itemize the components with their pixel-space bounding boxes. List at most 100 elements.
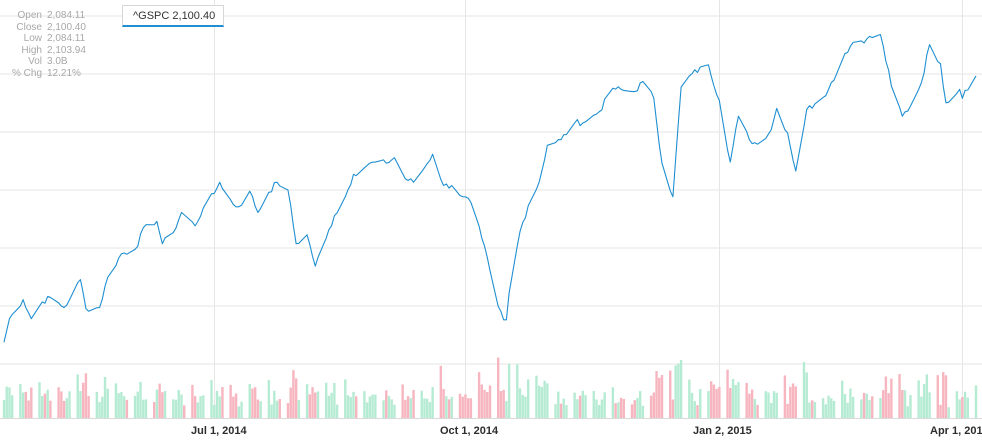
volume-bar [333,382,336,418]
volume-bar [275,400,279,418]
volume-bar [8,387,11,418]
volume-bar [431,387,434,418]
volume-bar [136,391,139,418]
volume-bar [382,400,385,418]
volume-bar [641,405,645,418]
info-value: 2,084.11 [47,33,86,44]
volume-bar [578,395,582,418]
volume-bar [19,384,22,418]
volume-bar [718,387,721,418]
volume-bar [688,379,691,418]
volume-bar [770,402,773,418]
volume-bar [10,395,14,418]
volume-bar [939,404,942,418]
info-value: 2,103.94 [47,44,86,56]
info-row-open: Open 2,084.11 [0,10,86,22]
info-value: 2,084.11 [47,10,86,21]
volume-bar [57,387,60,418]
volume-bar [920,396,923,418]
volume-bar [464,394,467,418]
volume-bar [832,400,836,418]
volume-bar [802,362,806,418]
volume-bar [278,399,281,418]
volume-bar [649,395,653,418]
volume-bar [505,401,508,418]
volume-bar [352,391,355,418]
info-label: Open [17,10,42,21]
info-label: Vol [28,56,42,67]
info-value: 3.0B [47,56,68,67]
price-line [3,33,977,343]
volume-bar [737,382,740,418]
x-tick-label-oct: Oct 1, 2014 [440,425,499,437]
volume-bar [43,393,47,418]
volume-bar [174,399,178,418]
volume-bar [860,399,863,418]
volume-bar [144,399,148,418]
volume-bar [871,396,874,418]
volume-bar [289,387,292,418]
volume-bar [98,402,101,418]
volume-bar [305,384,309,418]
volume-bar [669,370,672,418]
volume-bar [527,379,530,418]
volume-bar [496,357,500,418]
volume-bar [674,365,677,418]
volume-bar [715,388,718,418]
volume-bar [120,391,123,418]
volume-bar [559,403,563,418]
volume-bar [903,390,907,418]
volume-bar [480,384,484,418]
volume-bar [314,392,317,418]
volume-bar [775,392,778,418]
volume-bar [270,404,273,418]
info-row-high: High 2,103.94 [0,45,86,57]
x-tick-label-jan: Jan 2, 2015 [693,425,752,437]
volume-bar [38,382,41,418]
volume-bar [638,391,642,418]
volume-bar [707,391,710,418]
volume-bar [191,384,194,418]
volume-bar [393,404,396,418]
volume-bar [461,396,464,418]
volume-bar [660,374,664,418]
volume-bar [202,395,205,418]
volume-bar [466,398,470,418]
volume-bar [881,390,885,418]
volume-bar [308,394,311,418]
ticker-tab[interactable]: ^GSPC 2,100.40 [122,5,224,27]
volume-bar [142,399,145,418]
volume-bar [729,388,732,418]
info-label: Low [23,33,42,44]
volume-bar [865,393,868,418]
volume-bar [267,380,271,418]
volume-bar [106,388,109,418]
volume-bar [251,388,254,418]
info-label: % Chg [11,67,42,79]
volume-bar [21,392,25,418]
volume-bar [518,388,522,418]
volume-bar [114,383,118,418]
volume-bar [546,383,549,418]
volume-bar [76,374,79,418]
volume-bar [614,403,617,418]
volume-bar [783,375,787,418]
volume-bar [409,398,413,418]
volume-bar [734,384,737,418]
volume-bar [49,400,52,418]
volume-bar [562,398,565,418]
volume-bar [65,398,68,418]
volume-bar [603,392,606,418]
volume-bar [125,399,129,418]
volume-bar [573,392,576,418]
volume-bar [423,398,426,418]
volume-bar [292,370,295,418]
volume-bar [483,389,486,418]
volume-bar [600,399,604,418]
volume-bar [273,390,276,418]
volume-bar [406,396,410,418]
volume-bar [764,391,767,418]
volume-bar [103,376,107,418]
volume-bar [862,392,866,418]
